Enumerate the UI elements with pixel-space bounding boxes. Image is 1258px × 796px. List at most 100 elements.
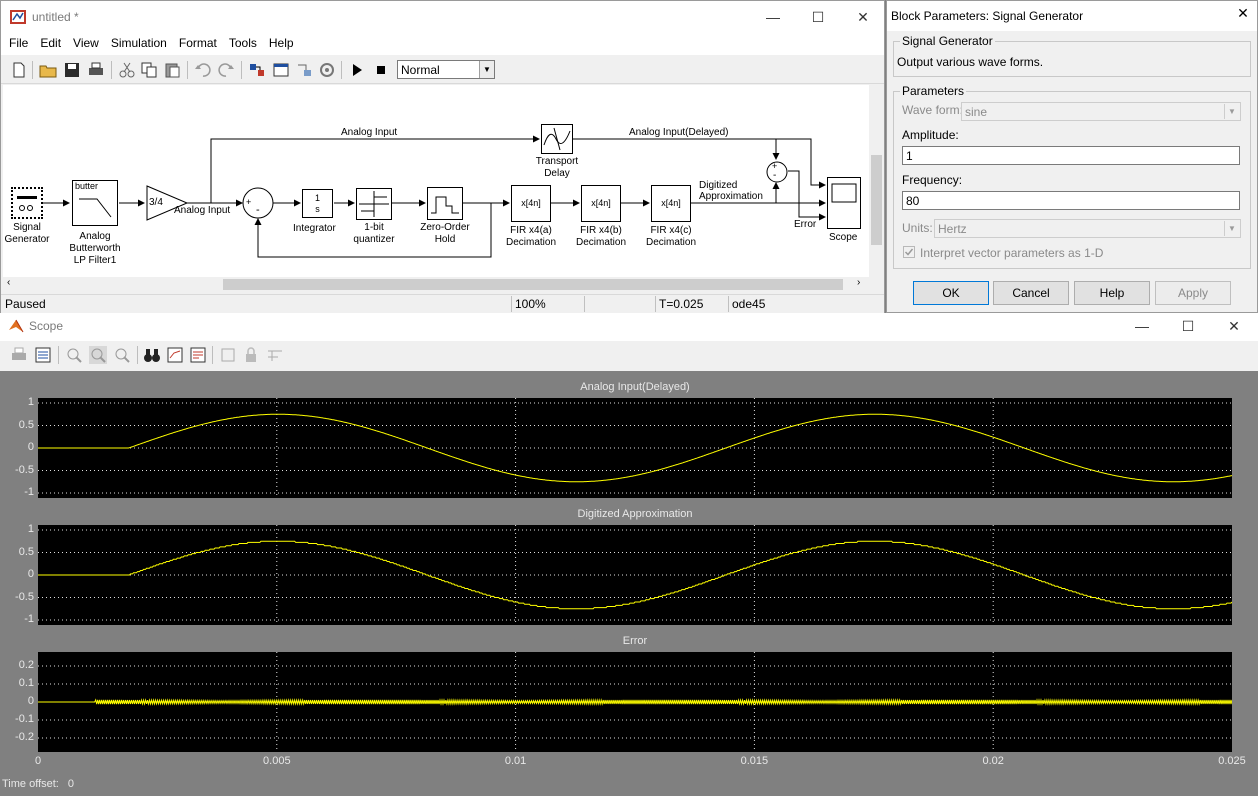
plot-error[interactable] bbox=[38, 652, 1233, 752]
plot3-title: Error bbox=[622, 635, 648, 647]
cancel-button[interactable]: Cancel bbox=[993, 281, 1069, 305]
x-tick-label: 0.015 bbox=[740, 755, 769, 767]
scope-print-icon[interactable] bbox=[10, 346, 28, 364]
interpret-checkbox[interactable] bbox=[903, 246, 915, 258]
save-axes-icon[interactable] bbox=[166, 346, 184, 364]
frequency-input[interactable]: 80 bbox=[902, 191, 1240, 210]
help-button[interactable]: Help bbox=[1074, 281, 1150, 305]
apply-button[interactable]: Apply bbox=[1155, 281, 1231, 305]
ok-button[interactable]: OK bbox=[913, 281, 989, 305]
scope-block[interactable] bbox=[827, 177, 861, 229]
fir-c-block[interactable]: x[4n] bbox=[651, 185, 691, 222]
wave-form-select[interactable]: sine ▼ bbox=[961, 102, 1241, 121]
gain-value: 3/4 bbox=[149, 197, 163, 208]
restore-axes-icon[interactable] bbox=[189, 346, 207, 364]
description-text: Output various wave forms. bbox=[897, 55, 1044, 69]
sum-plus-sign: + bbox=[246, 197, 252, 207]
menu-edit[interactable]: Edit bbox=[40, 36, 62, 50]
integrator-block[interactable]: 1 s bbox=[302, 189, 333, 218]
sum-block[interactable] bbox=[242, 187, 274, 219]
floating-scope-icon[interactable] bbox=[219, 346, 237, 364]
units-chevron-icon[interactable]: ▼ bbox=[1224, 221, 1239, 236]
scroll-left-icon[interactable]: ‹ bbox=[7, 277, 11, 288]
print-icon[interactable] bbox=[87, 61, 105, 79]
scope-maximize-icon[interactable]: ☐ bbox=[1181, 318, 1195, 334]
transport-delay-icon bbox=[543, 127, 571, 151]
menu-simulation[interactable]: Simulation bbox=[110, 36, 167, 50]
menu-tools[interactable]: Tools bbox=[228, 36, 257, 50]
new-file-icon[interactable] bbox=[10, 61, 28, 79]
model-titlebar: untitled * — ☐ ✕ bbox=[1, 1, 884, 33]
autoscale-binoculars-icon[interactable] bbox=[143, 346, 161, 364]
plot1-svg bbox=[38, 398, 1233, 498]
quantizer-block[interactable] bbox=[356, 188, 392, 220]
undo-icon[interactable] bbox=[194, 61, 212, 79]
stop-icon[interactable] bbox=[372, 61, 390, 79]
simulation-mode-select[interactable]: Normal ▼ bbox=[397, 60, 495, 79]
frequency-value: 80 bbox=[906, 194, 920, 208]
dialog-close-icon[interactable]: ✕ bbox=[1237, 5, 1249, 21]
plot2-svg bbox=[38, 525, 1233, 625]
chevron-down-icon[interactable]: ▼ bbox=[479, 61, 494, 78]
wave-form-chevron-icon[interactable]: ▼ bbox=[1224, 104, 1239, 119]
copy-icon[interactable] bbox=[140, 61, 158, 79]
scope-title: Scope bbox=[29, 319, 64, 333]
model-explorer-icon[interactable] bbox=[272, 61, 290, 79]
units-label: Units: bbox=[902, 221, 933, 235]
menu-file[interactable]: File bbox=[9, 36, 29, 50]
minimize-icon[interactable]: — bbox=[766, 9, 780, 25]
horizontal-scrollbar[interactable]: ‹ › bbox=[3, 277, 869, 292]
model-canvas[interactable]: Signal Generator butter Analog Butterwor… bbox=[3, 85, 869, 277]
units-select[interactable]: Hertz ▼ bbox=[934, 219, 1241, 238]
lowpass-icon bbox=[79, 198, 112, 218]
debug-icon[interactable] bbox=[295, 61, 313, 79]
interpret-label: Interpret vector parameters as 1-D bbox=[920, 246, 1104, 260]
scope-icon bbox=[831, 183, 857, 203]
fir-a-block[interactable]: x[4n] bbox=[511, 185, 551, 222]
butterworth-filter-block[interactable]: butter bbox=[72, 180, 118, 226]
open-folder-icon[interactable] bbox=[39, 61, 57, 79]
matlab-icon bbox=[9, 319, 24, 333]
lock-axes-icon[interactable] bbox=[242, 346, 260, 364]
y-tick-label: 1 bbox=[27, 523, 34, 535]
fir-b-icon-text: x[4n] bbox=[591, 198, 611, 208]
signal-generator-label: Signal Generator bbox=[4, 222, 50, 245]
plot-digitized-approximation[interactable] bbox=[38, 525, 1233, 625]
amplitude-input[interactable]: 1 bbox=[902, 146, 1240, 165]
vertical-scrollbar[interactable] bbox=[869, 85, 884, 277]
cut-icon[interactable] bbox=[118, 61, 136, 79]
settings-gear-icon[interactable] bbox=[318, 61, 336, 79]
menu-format[interactable]: Format bbox=[178, 36, 217, 50]
zero-order-hold-block[interactable] bbox=[427, 187, 463, 220]
plot-analog-input-delayed[interactable] bbox=[38, 398, 1233, 498]
scope-close-icon[interactable]: ✕ bbox=[1228, 318, 1240, 334]
signal-generator-block[interactable] bbox=[11, 187, 43, 219]
error-sum-block[interactable] bbox=[766, 161, 788, 183]
time-offset: Time offset: 0 bbox=[2, 778, 74, 790]
zoom-x-icon[interactable] bbox=[89, 346, 107, 364]
fir-b-block[interactable]: x[4n] bbox=[581, 185, 621, 222]
scroll-right-icon[interactable]: › bbox=[857, 277, 861, 288]
scope-minimize-icon[interactable]: — bbox=[1135, 318, 1149, 334]
amplitude-label: Amplitude: bbox=[902, 128, 959, 142]
gain-block[interactable] bbox=[146, 185, 188, 221]
play-icon[interactable] bbox=[348, 61, 366, 79]
close-icon[interactable]: ✕ bbox=[857, 9, 869, 25]
transport-delay-block[interactable] bbox=[541, 124, 573, 154]
fir-a-label: FIR x4(a) Decimation bbox=[505, 225, 557, 248]
maximize-icon[interactable]: ☐ bbox=[811, 9, 825, 25]
fir-c-label: FIR x4(c) Decimation bbox=[645, 225, 697, 248]
menu-view[interactable]: View bbox=[73, 36, 99, 50]
y-tick-label: -0.2 bbox=[15, 731, 34, 743]
zoom-y-icon[interactable] bbox=[113, 346, 131, 364]
menu-help[interactable]: Help bbox=[268, 36, 294, 50]
redo-icon[interactable] bbox=[217, 61, 235, 79]
signal-lines bbox=[43, 135, 826, 258]
scope-parameters-icon[interactable] bbox=[34, 346, 52, 364]
save-icon[interactable] bbox=[63, 61, 81, 79]
y-tick-label: -1 bbox=[24, 486, 34, 498]
zoom-icon[interactable] bbox=[65, 346, 83, 364]
library-browser-icon[interactable] bbox=[248, 61, 266, 79]
signal-selector-icon[interactable] bbox=[266, 346, 284, 364]
paste-icon[interactable] bbox=[163, 61, 181, 79]
